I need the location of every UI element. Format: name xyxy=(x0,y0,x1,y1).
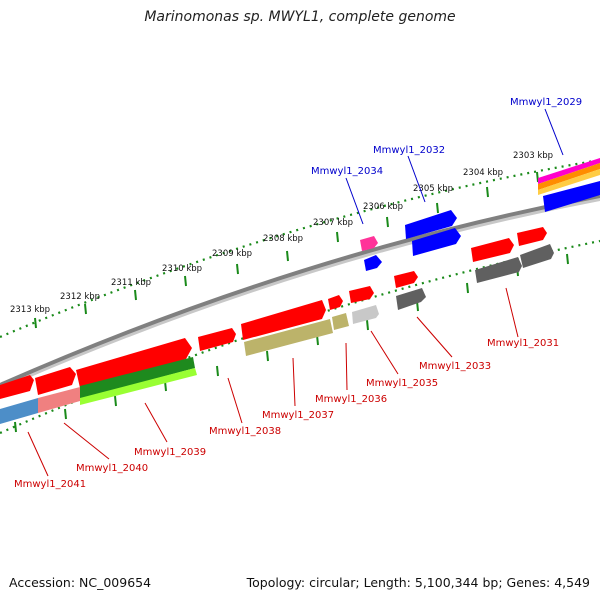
scale-label-2311: 2311 kbp xyxy=(111,278,151,288)
gene-2034-pink xyxy=(360,236,378,251)
gene-fwd-1 xyxy=(0,375,34,399)
leader-2034 xyxy=(345,177,364,225)
gene-2032-b xyxy=(412,228,461,256)
scale-label-2312: 2312 kbp xyxy=(60,292,100,302)
leader-2038 xyxy=(227,377,243,424)
forward-genes xyxy=(0,158,600,399)
gene-2029-blue xyxy=(543,181,600,212)
leader-2041 xyxy=(27,431,49,477)
gene-fwd-6 xyxy=(328,295,343,310)
scale-label-2305: 2305 kbp xyxy=(413,184,453,194)
gene-2041-blue xyxy=(0,398,38,424)
leader-2033 xyxy=(416,316,453,358)
gene-2031-gray-b xyxy=(520,244,554,268)
scale-label-2307: 2307 kbp xyxy=(313,218,353,228)
gene-fwd-2 xyxy=(35,367,76,395)
gene-fwd-7 xyxy=(349,286,374,303)
gene-2034-blue xyxy=(364,255,382,271)
gene-label-2038: Mmwyl1_2038 xyxy=(209,426,281,437)
scale-ticks-outer xyxy=(34,171,539,329)
gene-2040-pink xyxy=(38,387,80,413)
gene-2037-olive xyxy=(244,319,333,356)
gene-label-2040: Mmwyl1_2040 xyxy=(76,463,148,474)
gene-2029-multi-1 xyxy=(538,158,600,184)
gene-label-2029: Mmwyl1_2029 xyxy=(510,97,582,108)
leader-2035 xyxy=(370,330,399,375)
scale-label-2306: 2306 kbp xyxy=(363,202,403,212)
scale-label-2309: 2309 kbp xyxy=(212,249,252,259)
gene-2039-green xyxy=(80,357,195,399)
gene-2029-multi-3 xyxy=(538,169,600,195)
gene-label-2037: Mmwyl1_2037 xyxy=(262,410,334,421)
gene-2029-multi-2 xyxy=(538,163,600,190)
leader-2032 xyxy=(407,155,426,203)
gene-2039-lime xyxy=(80,368,197,405)
gene-2035-gray xyxy=(352,305,379,324)
scale-label-2308: 2308 kbp xyxy=(263,234,303,244)
gene-2032-a xyxy=(405,210,457,239)
reverse-genes xyxy=(0,244,554,424)
genome-summary: Topology: circular; Length: 5,100,344 bp… xyxy=(246,575,590,590)
gene-fwd-10 xyxy=(517,227,547,246)
scale-label-2310: 2310 kbp xyxy=(162,264,202,274)
leader-2040 xyxy=(63,422,110,460)
gene-label-2039: Mmwyl1_2039 xyxy=(134,447,206,458)
leader-2039 xyxy=(144,402,168,443)
scale-label-2313: 2313 kbp xyxy=(10,305,50,315)
gene-fwd-3 xyxy=(76,338,192,388)
gene-label-2036: Mmwyl1_2036 xyxy=(315,394,387,405)
gene-2031-gray-a xyxy=(475,257,522,283)
gene-2033-gray xyxy=(396,288,426,310)
gene-fwd-8 xyxy=(394,271,418,288)
scale-track-outer xyxy=(0,158,600,339)
leader-2037 xyxy=(292,357,296,407)
gene-label-2031: Mmwyl1_2031 xyxy=(487,338,559,349)
gene-fwd-9 xyxy=(471,238,514,262)
gene-label-2041: Mmwyl1_2041 xyxy=(14,479,86,490)
gene-2036-olive xyxy=(332,313,349,330)
gene-label-2032: Mmwyl1_2032 xyxy=(373,145,445,156)
backbone xyxy=(0,194,600,387)
gene-fwd-4 xyxy=(198,328,236,351)
page-title: Marinomonas sp. MWYL1, complete genome xyxy=(144,9,456,25)
leader-2031 xyxy=(505,287,519,338)
gene-label-2034: Mmwyl1_2034 xyxy=(311,166,383,177)
gene-label-2035: Mmwyl1_2035 xyxy=(366,378,438,389)
gene-fwd-5 xyxy=(241,300,326,340)
leader-2036 xyxy=(345,342,348,391)
gene-label-2033: Mmwyl1_2033 xyxy=(419,361,491,372)
scale-label-2303: 2303 kbp xyxy=(513,151,553,161)
leader-2029 xyxy=(544,108,564,156)
scale-label-2304: 2304 kbp xyxy=(463,168,503,178)
accession-label: Accession: NC_009654 xyxy=(9,575,152,590)
